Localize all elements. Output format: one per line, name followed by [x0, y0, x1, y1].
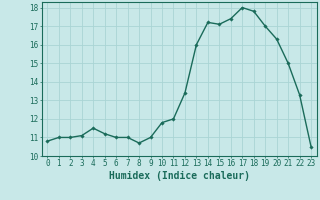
X-axis label: Humidex (Indice chaleur): Humidex (Indice chaleur): [109, 171, 250, 181]
